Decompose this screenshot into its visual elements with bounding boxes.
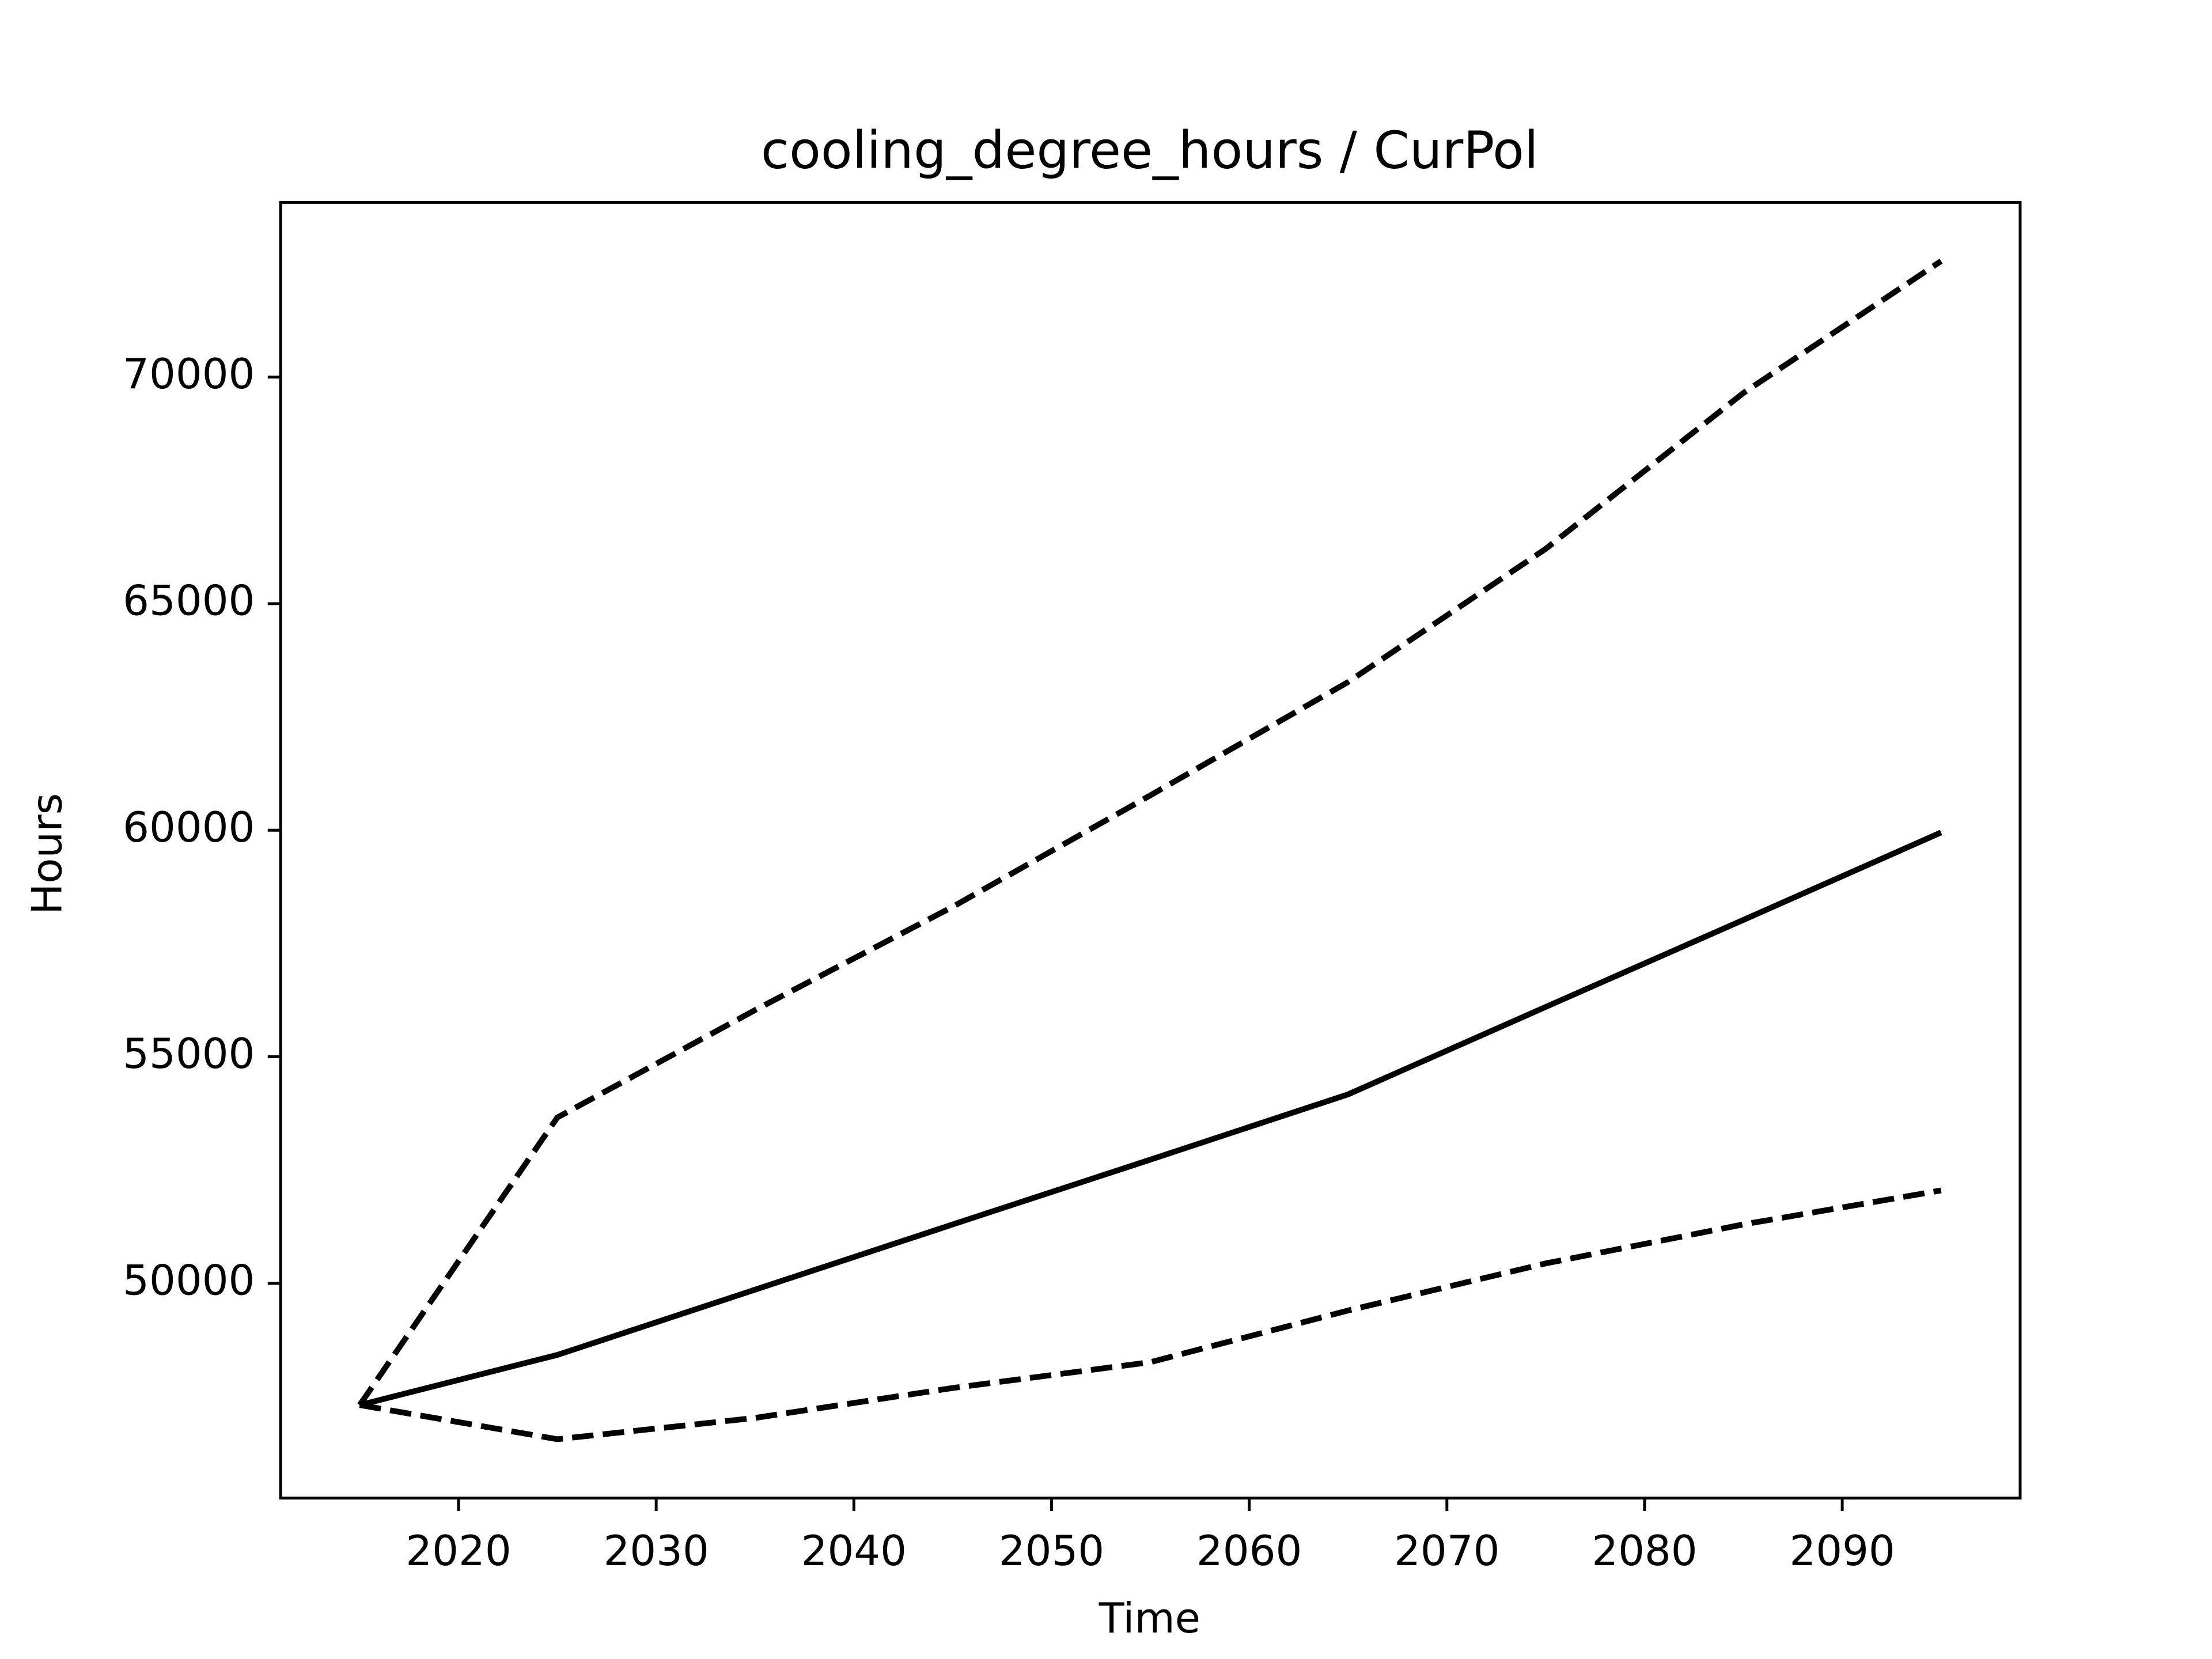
plot-frame xyxy=(279,200,2022,1500)
y-tick-label: 55000 xyxy=(123,1029,255,1078)
x-tick-label: 2070 xyxy=(1394,1527,1499,1575)
line-series xyxy=(357,259,1943,1407)
x-tick-label: 2060 xyxy=(1196,1527,1302,1575)
x-tick-label: 2040 xyxy=(801,1527,907,1575)
x-tick-label: 2020 xyxy=(406,1527,511,1575)
chart-title: cooling_degree_hours / CurPol xyxy=(761,120,1539,180)
y-tick-label: 50000 xyxy=(123,1256,255,1304)
y-tick-label: 65000 xyxy=(123,576,255,624)
x-tick-label: 2050 xyxy=(999,1527,1104,1575)
x-tick-label: 2090 xyxy=(1789,1527,1895,1575)
y-tick-label: 60000 xyxy=(123,803,255,851)
y-tick-label: 70000 xyxy=(123,350,255,398)
y-axis-label: Hours xyxy=(23,793,71,915)
x-tick-label: 2030 xyxy=(603,1527,709,1575)
line-series xyxy=(359,1187,1942,1442)
x-axis-label: Time xyxy=(1099,1594,1200,1642)
x-tick-label: 2080 xyxy=(1592,1527,1697,1575)
line-series xyxy=(359,830,1942,1408)
